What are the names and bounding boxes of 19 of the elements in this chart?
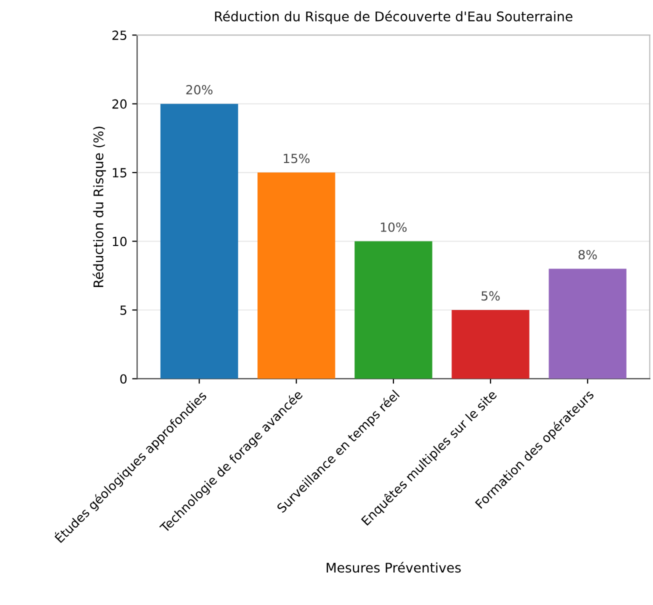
bar <box>452 310 530 379</box>
y-tick-label: 20 <box>112 99 127 109</box>
bar <box>548 268 626 379</box>
y-axis-title: Réduction du Risque (%) <box>92 126 106 287</box>
y-tick-label: 15 <box>112 168 126 178</box>
data-label: 5% <box>482 291 500 301</box>
x-axis-title: Mesures Préventives <box>326 562 461 573</box>
bar <box>258 172 336 379</box>
y-tick-label: 5 <box>120 306 126 315</box>
y-tick-label: 10 <box>112 236 127 246</box>
data-label: 15% <box>284 154 310 164</box>
data-label: 8% <box>578 250 597 260</box>
y-tick-label: 0 <box>120 374 127 384</box>
bar <box>160 104 238 379</box>
data-label: 10% <box>380 222 407 232</box>
data-label: 20% <box>186 84 212 94</box>
y-tick-label: 25 <box>112 30 126 40</box>
bar <box>354 241 432 379</box>
chart-title: Réduction du Risque de Découverte d'Eau Souterraine <box>215 10 572 24</box>
